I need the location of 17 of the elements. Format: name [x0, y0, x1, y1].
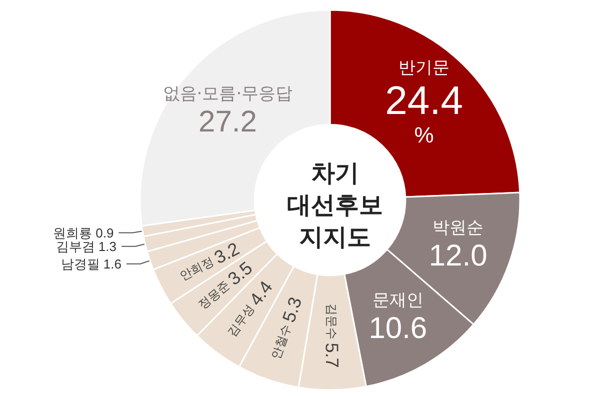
slice-label: 남경필 1.6: [60, 256, 122, 272]
slice-label: 원희룡 0.9: [53, 225, 114, 240]
text: %: [414, 122, 434, 148]
slice-label: 없음·모름·무응답: [162, 84, 293, 104]
slice-label: 김부겸 1.3: [56, 238, 116, 254]
slice-label: 문재인: [372, 290, 424, 310]
text: 차기 대선후보 지지도: [287, 159, 383, 251]
data-label: 12.0: [428, 239, 488, 272]
data-label: 5.7: [322, 342, 342, 368]
slice-label: 박원순: [432, 218, 484, 238]
data-label: 10.6: [368, 312, 428, 345]
slice-label: 김문수: [324, 303, 339, 340]
data-label: 5.3: [278, 294, 306, 325]
data-label: 24.4: [385, 79, 463, 124]
slice-label: 안철수: [268, 322, 294, 361]
slice-label: 반기문: [398, 58, 450, 78]
data-label: 27.2: [198, 105, 257, 138]
